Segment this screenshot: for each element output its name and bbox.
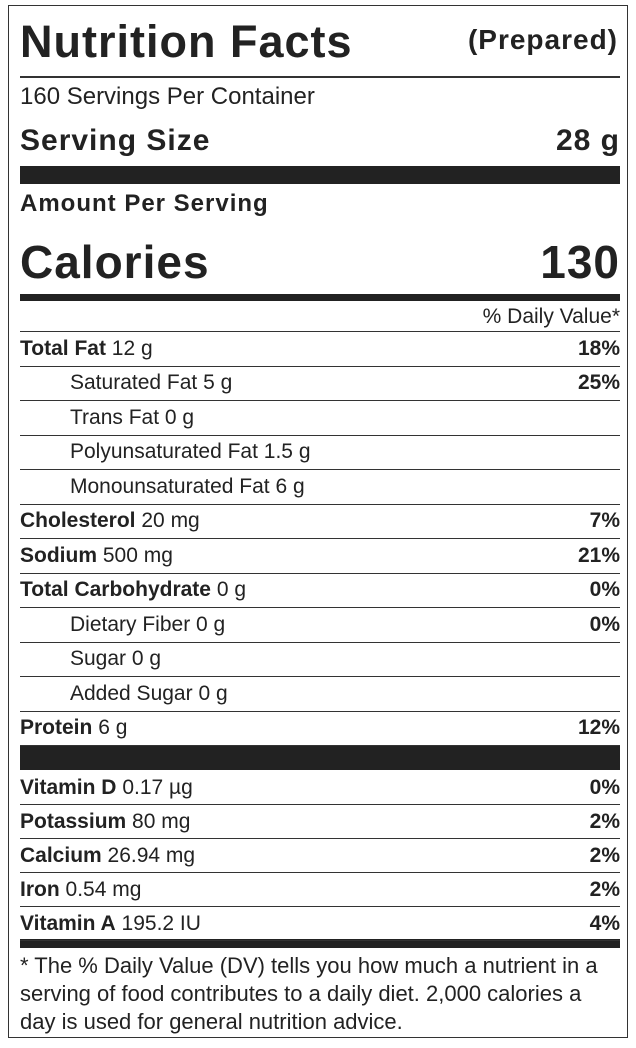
nutrient-text: Total Fat 12 g <box>20 338 153 359</box>
daily-value: 2% <box>589 843 620 867</box>
nutrient-name: Sugar <box>70 647 127 671</box>
rule <box>20 365 620 367</box>
nutrient-amount: 1.5 g <box>263 440 311 464</box>
nutrient-text: Potassium 80 mg <box>20 811 190 832</box>
rule <box>20 710 620 712</box>
rule <box>20 804 620 805</box>
label-border <box>8 5 628 1038</box>
rule <box>20 872 620 873</box>
dv-header: % Daily Value* <box>482 305 620 328</box>
rule <box>20 641 620 643</box>
rule <box>20 400 620 401</box>
nutrient-name: Cholesterol <box>20 509 136 533</box>
rule <box>20 906 620 907</box>
rule <box>20 572 620 574</box>
calories-value: 130 <box>540 236 620 288</box>
nutrient-name: Iron <box>20 877 60 901</box>
daily-value: 18% <box>577 336 620 360</box>
daily-value: 2% <box>589 809 620 833</box>
rule <box>20 745 620 746</box>
daily-value: 0% <box>589 578 620 602</box>
nutrient-amount: 195.2 IU <box>121 911 201 935</box>
daily-value: 0% <box>589 775 620 799</box>
calories-label: Calories <box>20 236 210 288</box>
nutrient-text: Protein 6 g <box>20 717 127 738</box>
nutrient-text: Cholesterol 20 mg <box>20 510 200 531</box>
amount-per-serving: Amount Per Serving <box>20 190 269 217</box>
nutrient-name: Total Carbohydrate <box>20 578 211 602</box>
nutrient-amount: 500 mg <box>102 543 173 567</box>
nutrient-text: Iron 0.54 mg <box>20 879 141 900</box>
nutrient-name: Saturated Fat <box>70 371 198 395</box>
nutrient-amount: 0 g <box>216 578 247 602</box>
rule <box>20 331 620 332</box>
subtitle: (Prepared) <box>467 24 618 55</box>
daily-value: 25% <box>577 371 620 395</box>
nutrient-amount: 0.17 µg <box>122 775 193 799</box>
nutrient-name: Protein <box>20 716 93 740</box>
nutrient-name: Total Fat <box>20 336 106 360</box>
rule <box>20 434 620 436</box>
footnote: * The % Daily Value (DV) tells you how m… <box>20 953 598 1034</box>
nutrient-text: Sugar 0 g <box>70 648 161 669</box>
nutrient-amount: 0 g <box>196 612 226 636</box>
rule <box>20 940 620 941</box>
thick-bar <box>20 746 620 770</box>
rule <box>20 607 620 608</box>
nutrient-text: Dietary Fiber 0 g <box>70 614 225 635</box>
nutrient-name: Monounsaturated Fat <box>70 474 270 498</box>
daily-value: 21% <box>577 543 620 567</box>
serving-size-value: 28 g <box>555 124 620 157</box>
nutrient-amount: 80 mg <box>132 809 191 833</box>
nutrient-amount: 0.54 mg <box>65 877 142 901</box>
daily-value: 2% <box>589 877 620 901</box>
nutrient-text: Saturated Fat 5 g <box>70 372 232 393</box>
nutrient-amount: 20 mg <box>141 509 200 533</box>
nutrient-amount: 12 g <box>111 336 153 360</box>
rule <box>20 469 620 470</box>
daily-value: 0% <box>589 612 620 636</box>
nutrient-amount: 26.94 mg <box>107 843 196 867</box>
nutrient-text: Total Carbohydrate 0 g <box>20 579 246 600</box>
nutrient-amount: 6 g <box>98 716 128 740</box>
nutrient-amount: 0 g <box>131 647 162 671</box>
daily-value: 12% <box>577 716 620 740</box>
nutrient-name: Dietary Fiber <box>70 612 191 636</box>
nutrient-name: Added Sugar <box>70 681 193 705</box>
medium-bar <box>20 939 620 948</box>
rule <box>20 503 620 505</box>
nutrient-name: Calcium <box>20 843 102 867</box>
nutrient-amount: 6 g <box>275 474 305 498</box>
nutrient-text: Trans Fat 0 g <box>70 407 194 428</box>
nutrient-text: Calcium 26.94 mg <box>20 845 195 866</box>
nutrient-name: Potassium <box>20 809 127 833</box>
daily-value: 7% <box>589 509 620 533</box>
nutrient-text: Vitamin A 195.2 IU <box>20 913 201 934</box>
nutrient-text: Monounsaturated Fat 6 g <box>70 476 305 497</box>
nutrient-text: Added Sugar 0 g <box>70 683 228 704</box>
nutrient-name: Vitamin D <box>20 775 117 799</box>
medium-bar <box>20 294 620 301</box>
nutrient-amount: 0 g <box>198 681 228 705</box>
title: Nutrition Facts <box>20 16 353 67</box>
servings: 160 Servings Per Container <box>20 83 315 110</box>
daily-value: 4% <box>589 911 620 935</box>
thick-bar <box>20 166 620 184</box>
rule <box>20 538 620 539</box>
rule <box>20 76 620 78</box>
nutrient-name: Sodium <box>20 543 97 567</box>
nutrient-amount: 5 g <box>203 371 233 395</box>
nutrient-text: Polyunsaturated Fat 1.5 g <box>70 441 311 462</box>
nutrient-text: Vitamin D 0.17 µg <box>20 777 193 798</box>
serving-size-label: Serving Size <box>20 124 211 157</box>
nutrient-name: Trans Fat <box>70 405 160 429</box>
nutrient-amount: 0 g <box>164 405 195 429</box>
nutrient-text: Sodium 500 mg <box>20 545 173 566</box>
nutrient-name: Vitamin A <box>20 911 116 935</box>
nutrient-name: Polyunsaturated Fat <box>70 440 258 464</box>
rule <box>20 838 620 839</box>
rule <box>20 676 620 677</box>
